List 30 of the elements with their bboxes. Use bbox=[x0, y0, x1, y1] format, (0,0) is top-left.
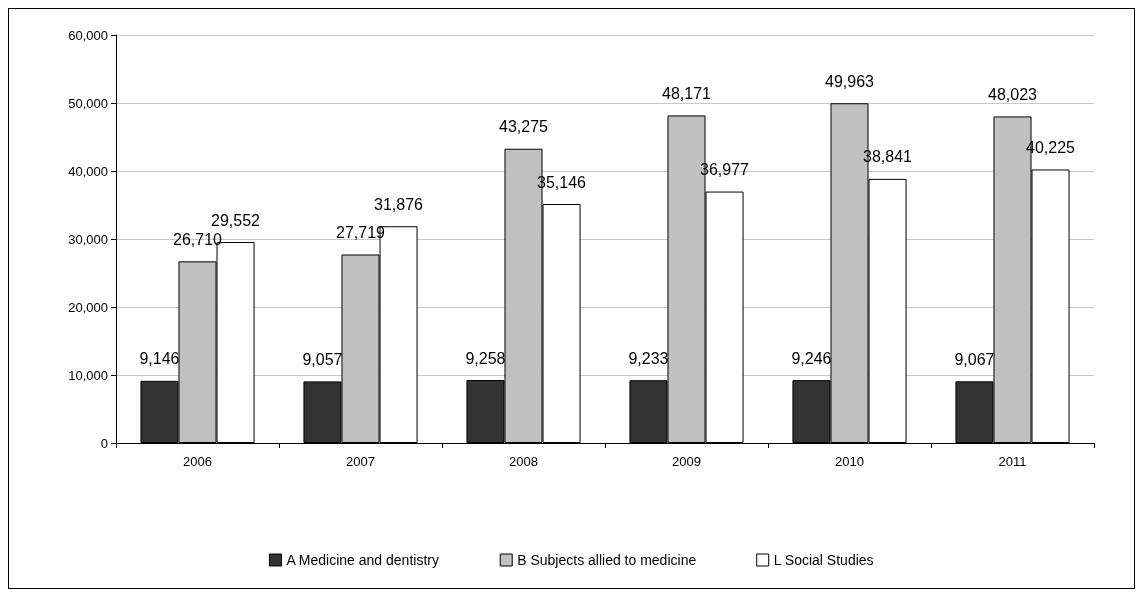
y-tick-label: 50,000 bbox=[68, 95, 108, 111]
y-tick-label: 60,000 bbox=[68, 27, 108, 43]
x-tick-label: 2011 bbox=[998, 454, 1027, 469]
data-label: 9,246 bbox=[791, 349, 832, 367]
data-label: 9,258 bbox=[465, 349, 506, 367]
y-tick-label: 10,000 bbox=[68, 367, 108, 383]
data-label: 26,710 bbox=[173, 230, 223, 248]
data-label: 27,719 bbox=[336, 224, 386, 242]
y-tick-label: 20,000 bbox=[68, 299, 108, 315]
legend-label: L Social Studies bbox=[773, 552, 874, 568]
x-tick-label: 2007 bbox=[346, 454, 375, 469]
y-tick-label: 40,000 bbox=[68, 163, 108, 179]
data-label: 9,146 bbox=[139, 350, 180, 368]
x-tick-label: 2010 bbox=[835, 454, 864, 469]
legend-label: B Subjects allied to medicine bbox=[517, 552, 697, 568]
data-label: 9,057 bbox=[302, 350, 343, 368]
data-label: 48,171 bbox=[662, 84, 712, 102]
x-tick-label: 2008 bbox=[509, 454, 538, 469]
data-label: 48,023 bbox=[988, 85, 1038, 103]
data-label: 29,552 bbox=[211, 211, 261, 229]
data-label: 9,233 bbox=[628, 349, 669, 367]
y-tick-label: 0 bbox=[100, 435, 108, 451]
data-label: 31,876 bbox=[374, 195, 424, 213]
data-label: 43,275 bbox=[499, 118, 549, 136]
data-label: 9,067 bbox=[954, 350, 995, 368]
legend-label: A Medicine and dentistry bbox=[286, 552, 439, 568]
y-tick-label: 30,000 bbox=[68, 231, 108, 247]
data-label: 49,963 bbox=[825, 72, 875, 90]
x-tick-label: 2009 bbox=[672, 454, 701, 469]
x-tick-label: 2006 bbox=[183, 454, 212, 469]
